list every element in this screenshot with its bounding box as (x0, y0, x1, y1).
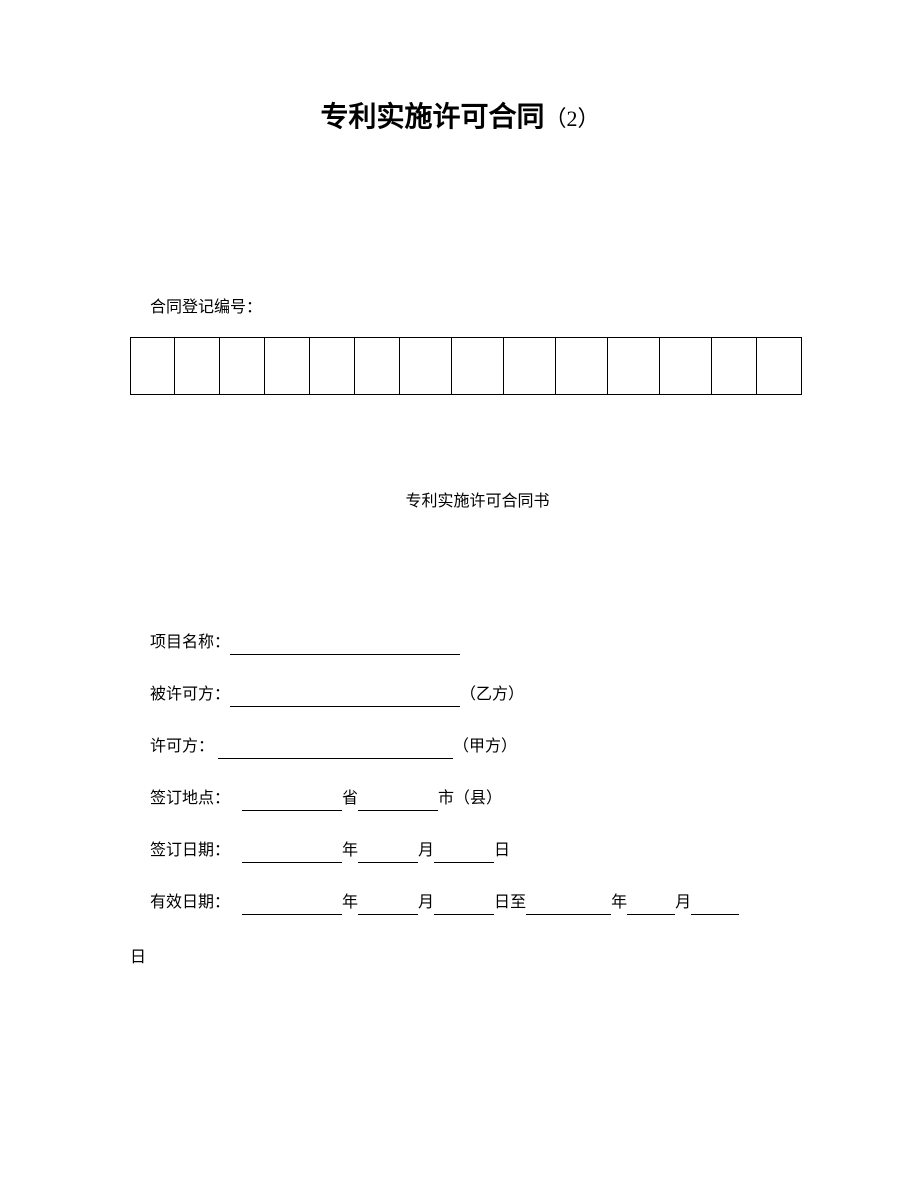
number-box[interactable] (130, 337, 175, 395)
licensee-label: 被许可方： (150, 686, 230, 703)
sign-month-label: 月 (418, 842, 434, 859)
signing-date-line: 签订日期： 年 月 日 (150, 839, 805, 863)
valid-date-line: 有效日期： 年 月 日至 年 月 (150, 891, 805, 915)
number-box[interactable] (504, 337, 556, 395)
title-main: 专利实施许可合同 (320, 102, 544, 133)
licensor-label: 许可方： (150, 738, 214, 755)
content-area: 合同登记编号： 专利实施许可合同书 项目名称： 被许可方： （乙方） 许可方： （… (0, 293, 920, 967)
valid-day-label: 日 (494, 894, 510, 911)
valid-day-input[interactable] (434, 897, 494, 915)
sign-day-label: 日 (494, 842, 510, 859)
licensee-line: 被许可方： （乙方） (150, 683, 805, 707)
number-box[interactable] (310, 337, 355, 395)
number-box[interactable] (660, 337, 712, 395)
page-title: 专利实施许可合同（2） (0, 0, 920, 135)
valid-year-input[interactable] (242, 897, 342, 915)
signing-place-label: 签订地点： (150, 790, 230, 807)
valid-end-month-label: 月 (675, 894, 691, 911)
contract-number-label: 合同登记编号： (150, 293, 805, 317)
sign-day-input[interactable] (434, 845, 494, 863)
licensor-suffix: （甲方） (453, 738, 517, 755)
valid-month-input[interactable] (358, 897, 418, 915)
number-box[interactable] (556, 337, 608, 395)
contract-number-boxes (130, 337, 815, 395)
province-input[interactable] (242, 793, 342, 811)
project-name-input[interactable] (230, 637, 460, 655)
valid-end-day-label: 日 (130, 943, 805, 967)
licensor-line: 许可方： （甲方） (150, 735, 805, 759)
sign-month-input[interactable] (358, 845, 418, 863)
number-box[interactable] (757, 337, 802, 395)
number-box[interactable] (265, 337, 310, 395)
project-name-line: 项目名称： (150, 631, 805, 655)
licensor-input[interactable] (218, 741, 453, 759)
valid-end-year-label: 年 (611, 894, 627, 911)
number-box[interactable] (220, 337, 265, 395)
number-box[interactable] (400, 337, 452, 395)
number-box[interactable] (175, 337, 220, 395)
valid-date-label: 有效日期： (150, 894, 230, 911)
city-label: 市 (438, 790, 454, 807)
form-fields: 项目名称： 被许可方： （乙方） 许可方： （甲方） 签订地点： 省 市（县） 签订… (150, 631, 805, 967)
city-input[interactable] (358, 793, 438, 811)
title-suffix: （2） (545, 106, 600, 131)
signing-date-label: 签订日期： (150, 842, 230, 859)
sign-year-input[interactable] (242, 845, 342, 863)
number-box[interactable] (355, 337, 400, 395)
subtitle: 专利实施许可合同书 (150, 487, 805, 511)
project-name-label: 项目名称： (150, 634, 230, 651)
valid-month-label: 月 (418, 894, 434, 911)
valid-end-year-input[interactable] (526, 897, 611, 915)
number-box[interactable] (452, 337, 504, 395)
number-box[interactable] (712, 337, 757, 395)
number-box[interactable] (608, 337, 660, 395)
licensee-input[interactable] (230, 689, 460, 707)
county-label: （县） (454, 790, 502, 807)
valid-year-label: 年 (342, 894, 358, 911)
signing-place-line: 签订地点： 省 市（县） (150, 787, 805, 811)
valid-end-month-input[interactable] (627, 897, 675, 915)
sign-year-label: 年 (342, 842, 358, 859)
licensee-suffix: （乙方） (460, 686, 524, 703)
valid-to-label: 至 (510, 894, 526, 911)
valid-end-day-input[interactable] (691, 897, 739, 915)
province-label: 省 (342, 790, 358, 807)
